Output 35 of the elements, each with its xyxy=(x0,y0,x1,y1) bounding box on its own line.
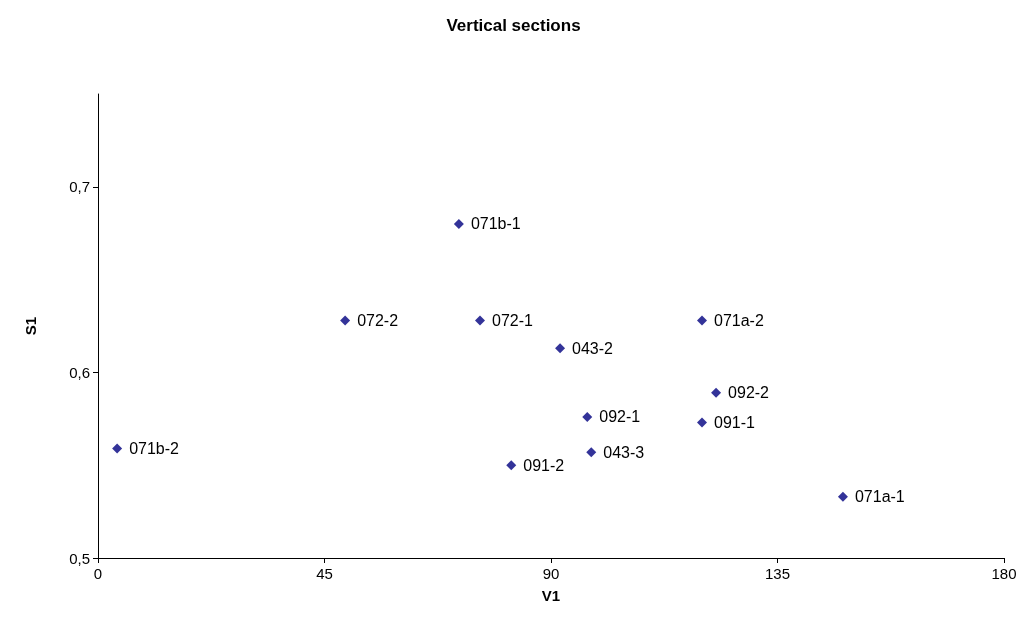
x-tick-label: 180 xyxy=(991,565,1017,582)
x-axis-title: V1 xyxy=(541,587,561,604)
annotation: 092-1 xyxy=(599,408,641,426)
annotation: 091-2 xyxy=(523,456,565,474)
point xyxy=(506,460,517,471)
point xyxy=(711,387,722,398)
annotation: 071a-1 xyxy=(854,488,905,506)
point xyxy=(340,315,351,326)
annotation: 091-1 xyxy=(714,414,756,432)
point xyxy=(586,447,597,458)
annotation: 072-1 xyxy=(492,311,534,329)
x-tick-label: 0 xyxy=(93,565,103,582)
point xyxy=(582,411,593,422)
point xyxy=(837,491,848,502)
x-tick-label: 90 xyxy=(542,565,560,582)
annotation: 071b-2 xyxy=(129,440,180,457)
chart-title: Vertical sections xyxy=(446,16,581,35)
point xyxy=(555,343,566,354)
point xyxy=(697,417,707,428)
point xyxy=(475,315,486,326)
annotation: 092-2 xyxy=(728,384,770,402)
annotation: 072-2 xyxy=(357,311,399,329)
annotation: 043-2 xyxy=(572,339,614,357)
y-axis-title: S1 xyxy=(22,316,39,336)
point xyxy=(112,443,123,454)
point xyxy=(453,218,464,229)
annotation: 043-3 xyxy=(603,443,645,461)
x-tick-label: 45 xyxy=(316,565,333,582)
y-tick-label: 0,6 xyxy=(69,363,90,381)
y-tick-label: 0,5 xyxy=(69,549,90,567)
annotation: 071b-1 xyxy=(470,215,521,233)
y-tick-label: 0,7 xyxy=(69,178,90,196)
annotation: 071a-2 xyxy=(714,311,764,329)
x-tick-label: 135 xyxy=(764,565,791,582)
point xyxy=(697,315,707,326)
